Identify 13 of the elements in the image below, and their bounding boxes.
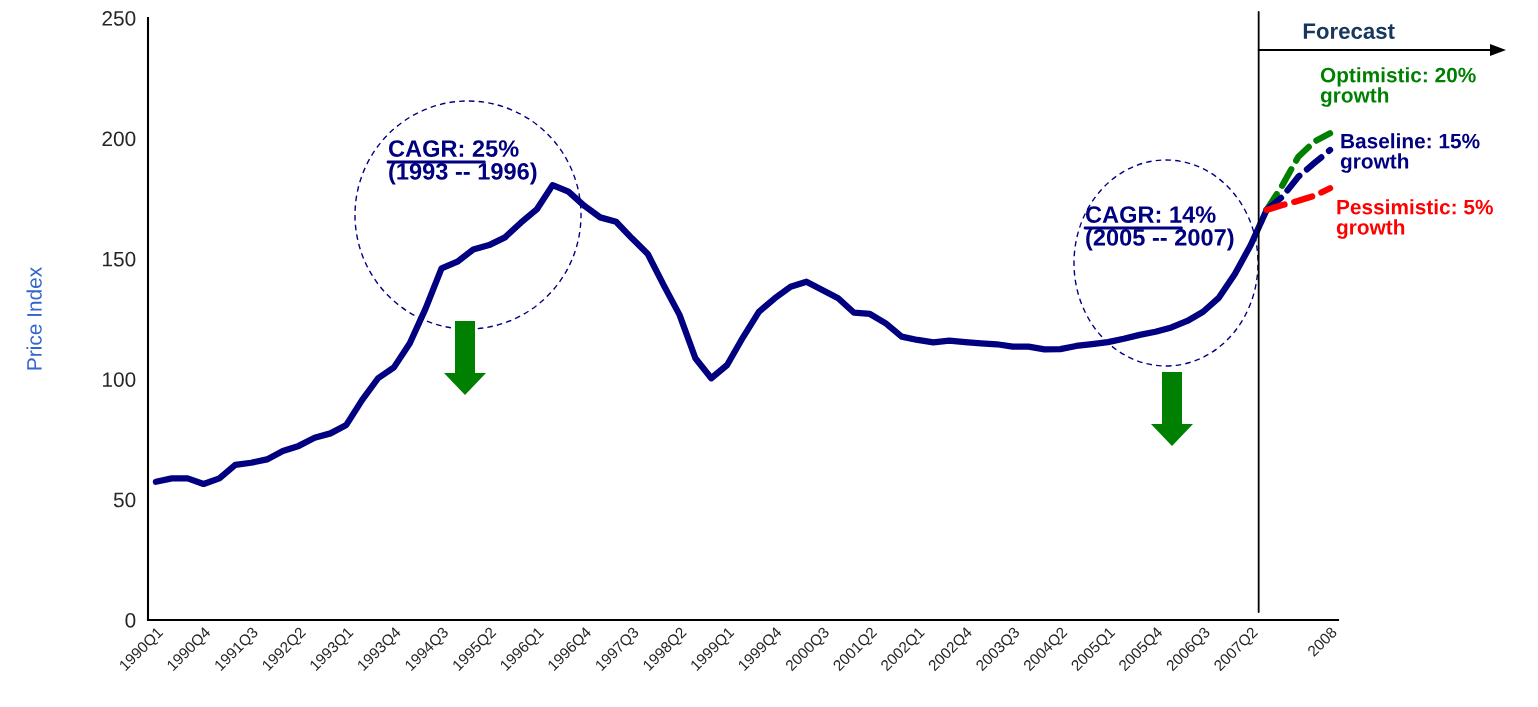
y-tick-label: 250 [102, 11, 136, 26]
series-label: Baseline: 15% growth [1340, 133, 1480, 173]
annotation: CAGR: 14% (2005 -- 2007) [1085, 206, 1234, 251]
annotation: CAGR: 25% (1993 -- 1996) [388, 140, 537, 185]
y-tick-label: 0 [125, 613, 136, 628]
y-axis-title: Price Index [26, 267, 42, 370]
y-tick-label: 200 [102, 131, 136, 147]
y-tick-label: 50 [113, 492, 136, 508]
series-label: Pessimistic: 5% growth [1336, 199, 1493, 239]
annotation: Forecast [1303, 23, 1395, 39]
y-tick-label: 100 [103, 372, 136, 387]
series-label: Optimistic: 20% growth [1320, 67, 1476, 107]
y-tick-label: 150 [103, 251, 136, 267]
